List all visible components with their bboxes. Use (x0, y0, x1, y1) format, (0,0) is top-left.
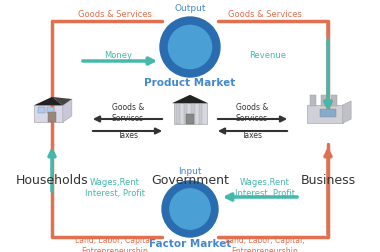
Bar (191, 104, 195, 125)
Text: Households: Households (16, 173, 88, 186)
Text: Revenue: Revenue (250, 50, 287, 59)
Polygon shape (63, 100, 72, 123)
Polygon shape (172, 96, 208, 104)
Text: Government: Government (151, 173, 229, 186)
Bar (320, 110, 336, 117)
Bar (174, 104, 206, 125)
Text: Land, Labor, Capital,
Entrepreneurship: Land, Labor, Capital, Entrepreneurship (75, 235, 155, 252)
Text: Output: Output (174, 4, 206, 12)
Bar (187, 114, 193, 125)
Text: Goods &
Services: Goods & Services (112, 103, 144, 122)
Text: Taxes: Taxes (242, 131, 263, 140)
Bar (199, 104, 202, 125)
Circle shape (170, 189, 210, 229)
Bar (310, 96, 316, 107)
Circle shape (160, 18, 220, 78)
Bar (184, 104, 187, 125)
Text: Money: Money (104, 50, 132, 59)
Text: Land, Labor, Capital,
Entrepreneurship: Land, Labor, Capital, Entrepreneurship (225, 235, 305, 252)
Text: Input: Input (178, 167, 202, 176)
Text: Wages,Rent
Interest, Profit: Wages,Rent Interest, Profit (235, 178, 295, 197)
Text: Goods & Services: Goods & Services (228, 10, 302, 18)
Text: Taxes: Taxes (117, 131, 138, 140)
Bar (48, 112, 56, 123)
Text: Goods & Services: Goods & Services (78, 10, 152, 18)
Text: Product Market: Product Market (144, 78, 236, 88)
Text: Goods &
Services: Goods & Services (236, 103, 268, 122)
Text: Wages,Rent
Interest, Profit: Wages,Rent Interest, Profit (85, 178, 145, 197)
Polygon shape (52, 98, 72, 106)
Text: Factor Market: Factor Market (149, 238, 231, 248)
Circle shape (162, 181, 218, 237)
Bar (38, 107, 45, 113)
Text: Business: Business (301, 173, 356, 186)
Bar (331, 96, 337, 107)
Bar (176, 104, 180, 125)
Polygon shape (34, 106, 63, 123)
Polygon shape (34, 98, 63, 106)
Circle shape (168, 26, 212, 69)
Bar (47, 107, 54, 113)
Bar (321, 96, 327, 107)
Polygon shape (343, 102, 351, 123)
Bar (307, 106, 343, 123)
